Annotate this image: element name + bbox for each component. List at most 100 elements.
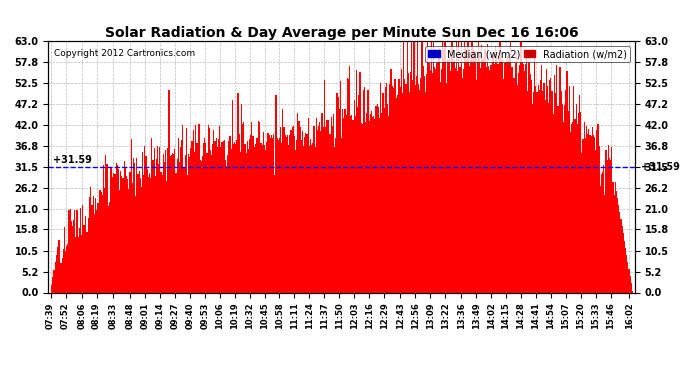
Bar <box>535 86 537 292</box>
Bar <box>94 214 95 292</box>
Bar <box>475 80 477 292</box>
Bar <box>317 130 318 292</box>
Bar <box>285 135 286 292</box>
Bar <box>620 219 622 292</box>
Bar <box>168 90 170 292</box>
Bar <box>273 134 275 292</box>
Bar <box>441 69 442 292</box>
Bar <box>629 269 630 292</box>
Bar <box>408 92 410 292</box>
Bar <box>500 42 501 292</box>
Bar <box>403 41 404 292</box>
Bar <box>428 63 429 292</box>
Bar <box>547 86 548 292</box>
Bar <box>553 75 555 292</box>
Bar <box>342 108 344 292</box>
Bar <box>156 159 157 292</box>
Bar <box>417 41 418 292</box>
Bar <box>432 73 433 292</box>
Bar <box>486 67 487 292</box>
Bar <box>203 143 204 292</box>
Bar <box>150 178 151 292</box>
Bar <box>470 53 471 292</box>
Bar <box>163 154 164 292</box>
Bar <box>123 178 124 292</box>
Bar <box>106 164 108 292</box>
Bar <box>492 58 493 292</box>
Bar <box>77 237 79 292</box>
Bar <box>607 160 608 292</box>
Bar <box>622 226 623 292</box>
Bar <box>456 41 457 292</box>
Bar <box>391 69 392 292</box>
Bar <box>604 195 606 292</box>
Bar <box>251 122 253 292</box>
Bar <box>461 41 462 292</box>
Bar <box>437 58 439 292</box>
Bar <box>602 172 603 292</box>
Bar <box>511 67 512 292</box>
Bar <box>258 122 259 292</box>
Bar <box>532 104 533 292</box>
Bar <box>77 210 78 292</box>
Bar <box>579 94 580 292</box>
Bar <box>596 130 598 292</box>
Bar <box>493 53 494 292</box>
Bar <box>569 86 570 292</box>
Bar <box>137 174 139 292</box>
Bar <box>181 140 182 292</box>
Bar <box>370 114 371 292</box>
Bar <box>268 135 270 292</box>
Bar <box>384 108 385 292</box>
Bar <box>292 126 293 292</box>
Bar <box>221 142 222 292</box>
Bar <box>121 176 123 292</box>
Bar <box>353 120 354 292</box>
Bar <box>565 90 566 292</box>
Bar <box>179 162 180 292</box>
Bar <box>116 163 117 292</box>
Bar <box>354 100 355 292</box>
Bar <box>228 141 229 292</box>
Bar <box>87 232 88 292</box>
Bar <box>556 65 558 292</box>
Bar <box>248 149 249 292</box>
Bar <box>624 241 625 292</box>
Bar <box>523 64 524 292</box>
Bar <box>618 205 620 292</box>
Bar <box>435 69 437 292</box>
Bar <box>540 80 541 292</box>
Bar <box>185 155 186 292</box>
Bar <box>189 157 190 292</box>
Bar <box>220 147 221 292</box>
Bar <box>264 145 265 292</box>
Bar <box>387 104 388 292</box>
Bar <box>520 41 522 292</box>
Bar <box>120 171 121 292</box>
Bar <box>544 100 546 292</box>
Bar <box>496 52 497 292</box>
Bar <box>330 134 331 292</box>
Bar <box>265 150 266 292</box>
Bar <box>188 154 189 292</box>
Bar <box>146 156 147 292</box>
Bar <box>631 284 632 292</box>
Bar <box>400 87 401 292</box>
Bar <box>239 134 240 292</box>
Bar <box>184 168 185 292</box>
Bar <box>446 83 447 292</box>
Bar <box>89 197 90 292</box>
Bar <box>377 104 378 292</box>
Bar <box>362 124 363 292</box>
Bar <box>512 68 513 292</box>
Bar <box>322 113 323 292</box>
Bar <box>296 141 297 292</box>
Bar <box>577 124 578 292</box>
Bar <box>52 278 54 292</box>
Bar <box>124 161 125 292</box>
Bar <box>613 195 615 292</box>
Bar <box>524 71 525 292</box>
Bar <box>632 291 633 292</box>
Bar <box>259 122 261 292</box>
Bar <box>152 160 153 292</box>
